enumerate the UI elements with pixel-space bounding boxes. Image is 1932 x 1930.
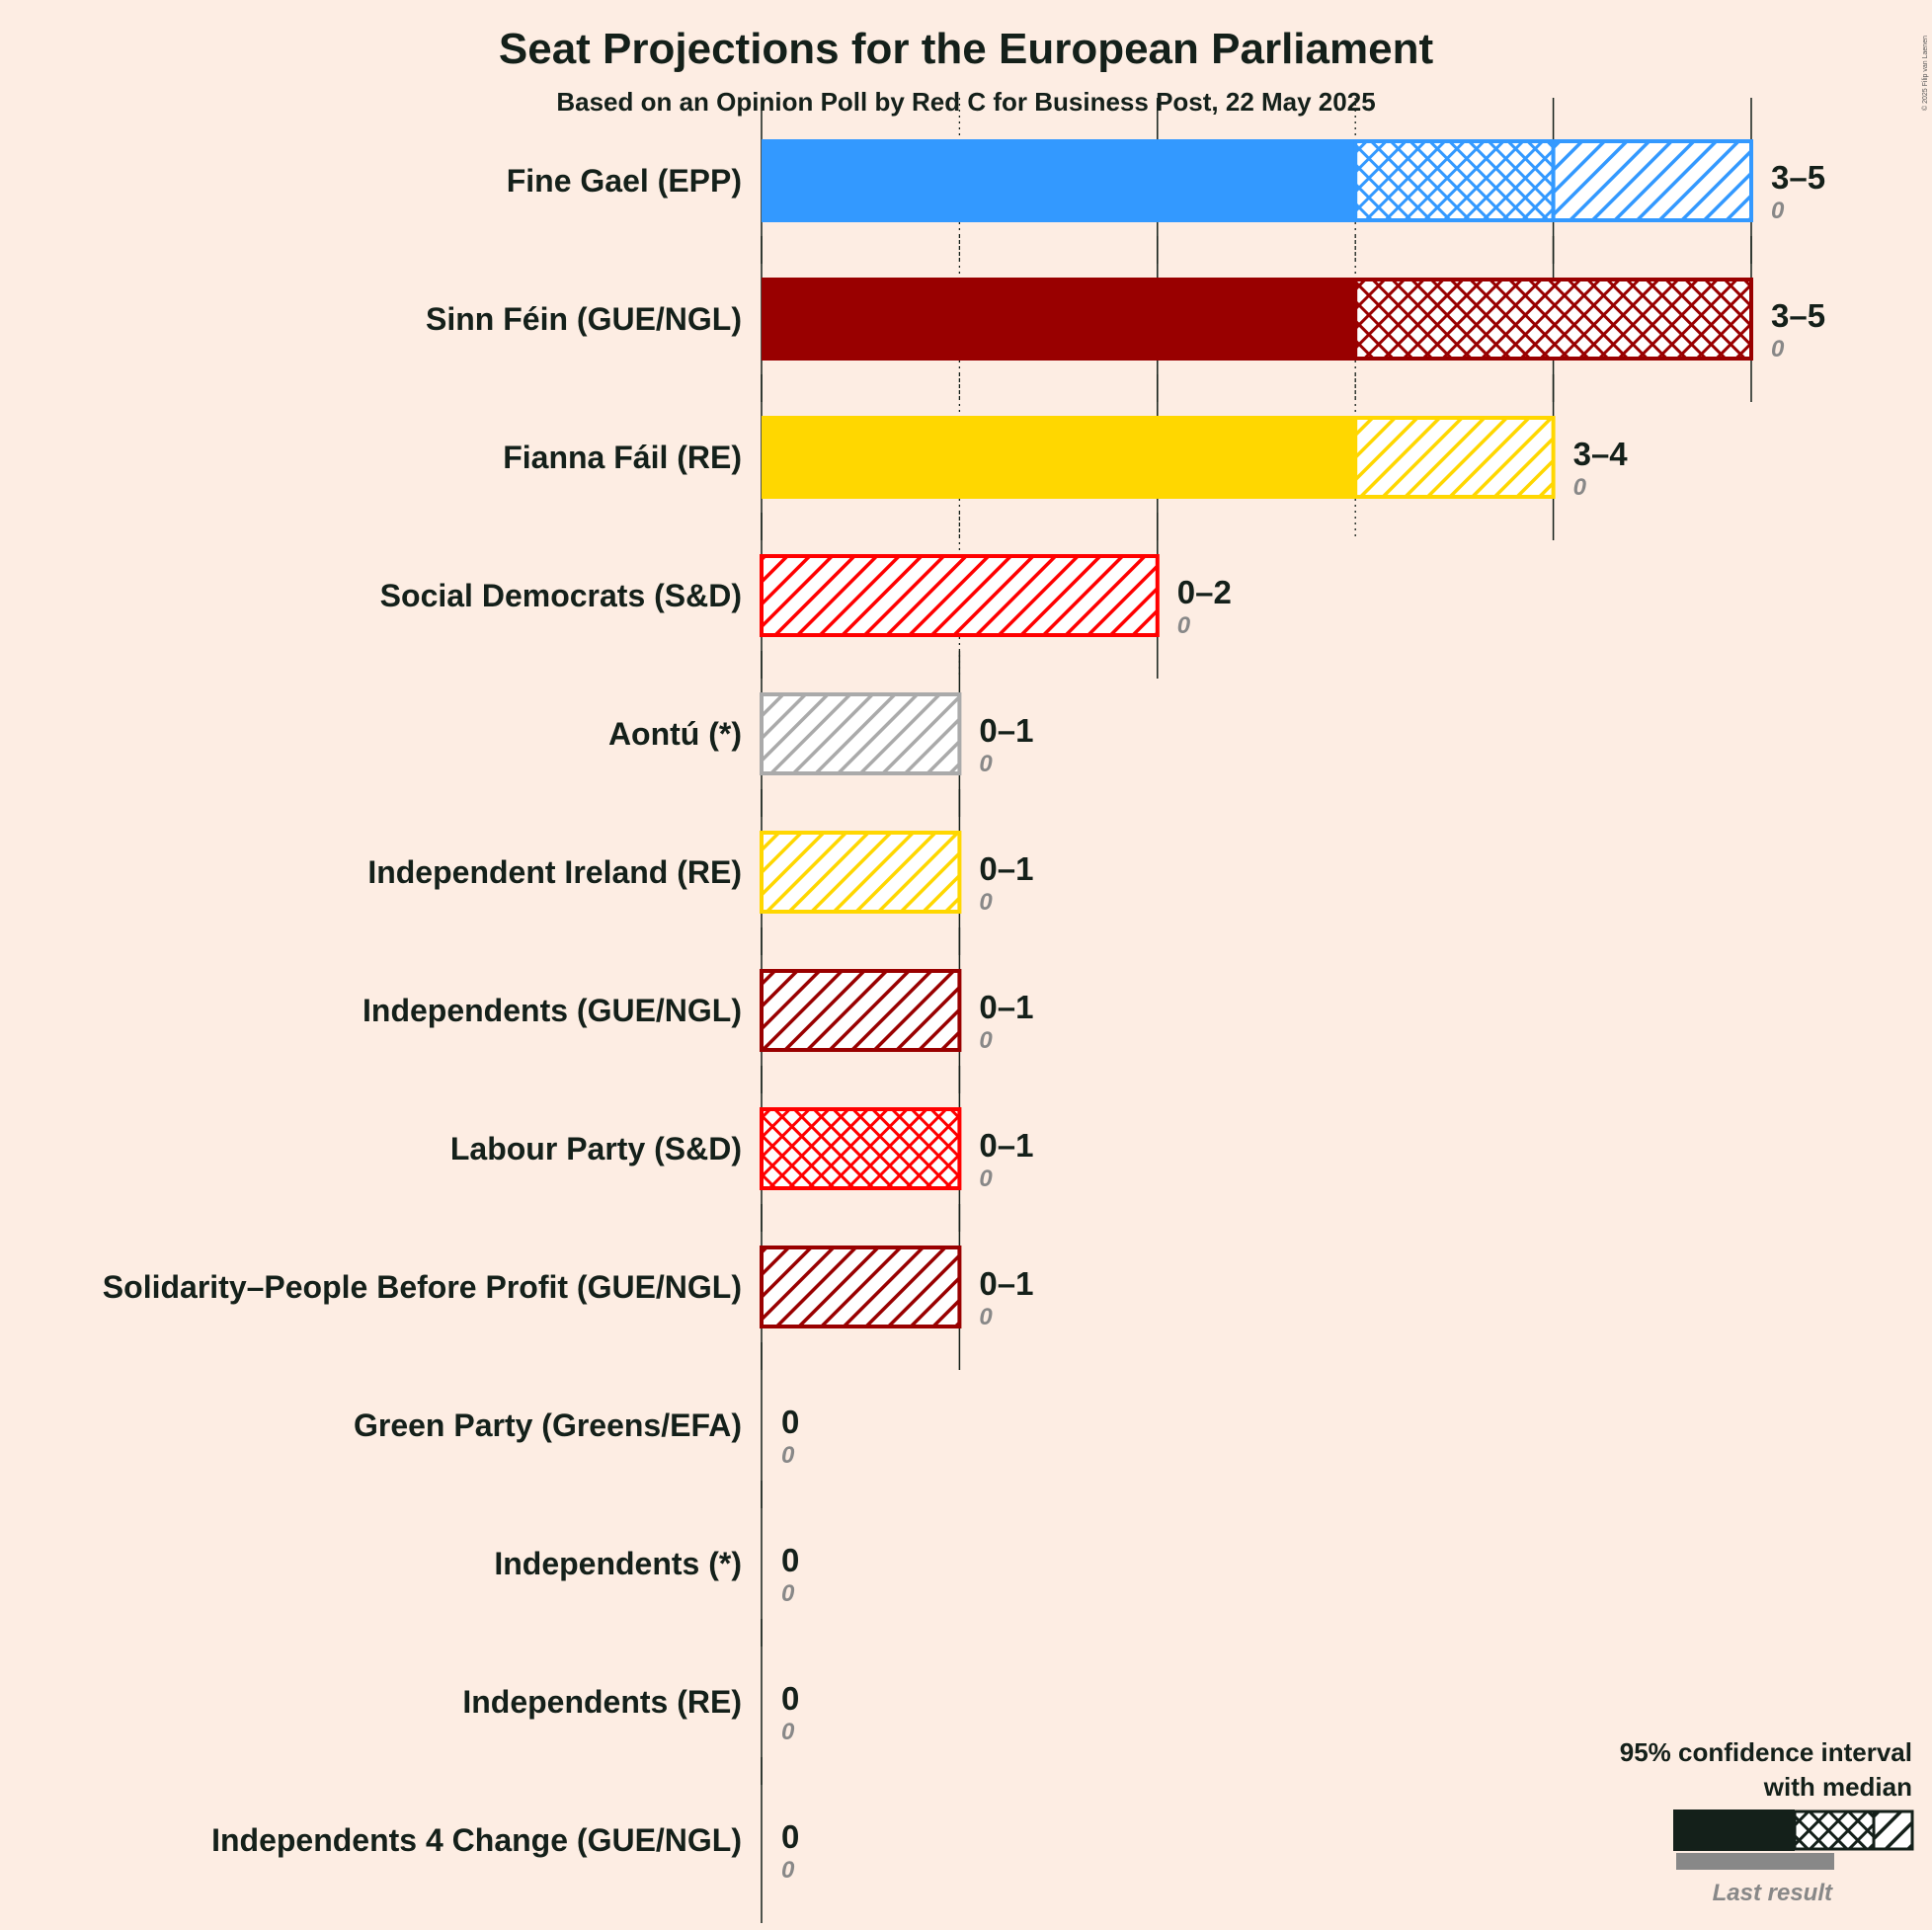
range-label: 0–1 bbox=[979, 712, 1033, 749]
bar-crosshatch bbox=[1353, 278, 1753, 361]
last-result-label: 0 bbox=[979, 751, 993, 777]
party-label: Social Democrats (S&D) bbox=[380, 578, 742, 613]
range-label: 0–2 bbox=[1177, 574, 1232, 610]
bar-hatch bbox=[760, 831, 962, 914]
party-label: Fine Gael (EPP) bbox=[507, 163, 742, 199]
bar-hatch bbox=[1551, 139, 1753, 222]
last-result-label: 0 bbox=[1771, 336, 1785, 362]
bar-hatch bbox=[760, 969, 962, 1052]
party-label: Independents (RE) bbox=[462, 1684, 742, 1720]
bar-solid bbox=[762, 139, 1356, 222]
legend-ci-crosshatch bbox=[1793, 1809, 1876, 1851]
legend-last-result-bar bbox=[1676, 1853, 1834, 1870]
range-label: 0–1 bbox=[979, 989, 1033, 1025]
range-label: 0 bbox=[781, 1542, 799, 1578]
party-label: Independents (GUE/NGL) bbox=[362, 993, 742, 1028]
legend-title-line2: with median bbox=[1763, 1772, 1912, 1802]
party-label: Green Party (Greens/EFA) bbox=[354, 1407, 742, 1443]
legend-ci-solid bbox=[1673, 1809, 1795, 1851]
last-result-label: 0 bbox=[781, 1857, 795, 1884]
legend: 95% confidence interval with median Last… bbox=[1620, 1737, 1914, 1906]
last-result-label: 0 bbox=[979, 1166, 993, 1192]
range-label: 0–1 bbox=[979, 850, 1033, 887]
range-label: 0–1 bbox=[979, 1127, 1033, 1164]
last-result-label: 0 bbox=[781, 1719, 795, 1745]
chart-title: Seat Projections for the European Parlia… bbox=[499, 25, 1434, 73]
last-result-label: 0 bbox=[781, 1442, 795, 1469]
bar-hatch bbox=[760, 554, 1160, 637]
bar-solid bbox=[762, 278, 1356, 361]
last-result-label: 0 bbox=[1177, 612, 1191, 639]
legend-ci-hatch bbox=[1872, 1809, 1914, 1851]
bar-crosshatch bbox=[760, 1107, 962, 1190]
party-label: Labour Party (S&D) bbox=[450, 1131, 742, 1166]
legend-title-line1: 95% confidence interval bbox=[1620, 1737, 1912, 1767]
range-label: 3–4 bbox=[1573, 436, 1629, 472]
party-label: Independents 4 Change (GUE/NGL) bbox=[211, 1822, 742, 1858]
party-label: Sinn Féin (GUE/NGL) bbox=[426, 301, 742, 337]
bar-hatch bbox=[1353, 416, 1556, 499]
party-label: Solidarity–People Before Profit (GUE/NGL… bbox=[103, 1269, 742, 1305]
copyright-note: © 2025 Filip van Laenen bbox=[1921, 36, 1929, 111]
party-label: Aontú (*) bbox=[608, 716, 742, 752]
last-result-label: 0 bbox=[979, 1027, 993, 1054]
last-result-label: 0 bbox=[1771, 198, 1785, 224]
party-label: Independents (*) bbox=[494, 1546, 742, 1581]
range-label: 3–5 bbox=[1771, 159, 1825, 196]
range-label: 0 bbox=[781, 1680, 799, 1717]
range-label: 0 bbox=[781, 1818, 799, 1855]
bar-hatch bbox=[760, 1246, 962, 1328]
range-label: 0 bbox=[781, 1404, 799, 1440]
bar-crosshatch bbox=[1353, 139, 1556, 222]
last-result-label: 0 bbox=[781, 1580, 795, 1607]
last-result-label: 0 bbox=[1573, 474, 1587, 501]
party-label: Fianna Fáil (RE) bbox=[503, 440, 742, 475]
last-result-label: 0 bbox=[979, 889, 993, 916]
legend-last-result-label: Last result bbox=[1713, 1880, 1833, 1906]
party-label: Independent Ireland (RE) bbox=[367, 854, 742, 890]
range-label: 3–5 bbox=[1771, 297, 1825, 334]
range-label: 0–1 bbox=[979, 1265, 1033, 1302]
bar-solid bbox=[762, 416, 1356, 499]
last-result-label: 0 bbox=[979, 1304, 993, 1330]
bar-hatch bbox=[760, 692, 962, 775]
chart-subtitle: Based on an Opinion Poll by Red C for Bu… bbox=[556, 87, 1375, 117]
